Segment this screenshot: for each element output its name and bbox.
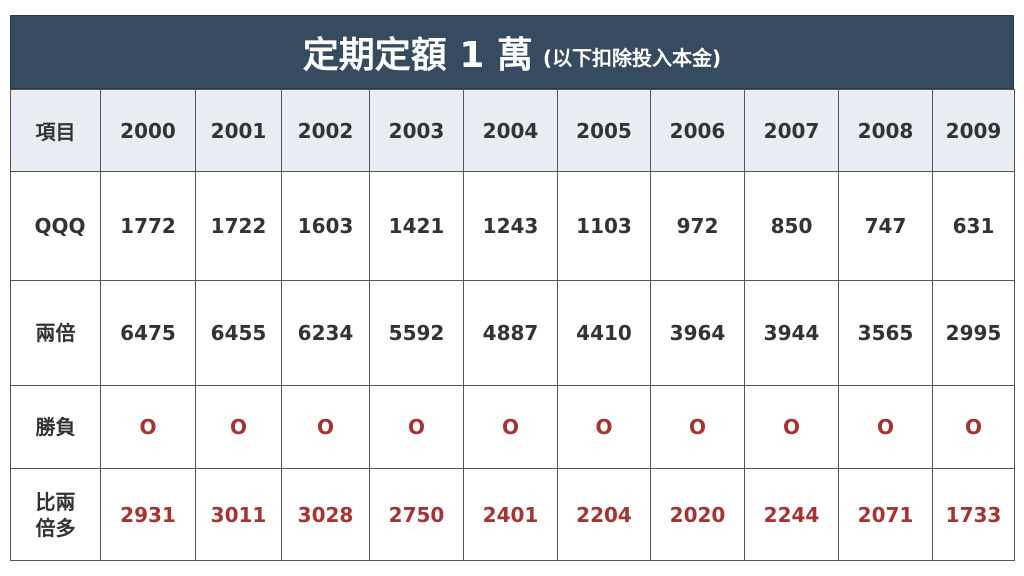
value-cell: 3028: [281, 468, 370, 561]
value-cell: O: [744, 385, 839, 469]
value-cell: 4410: [557, 280, 651, 386]
value-cell: 1243: [463, 171, 558, 281]
value-cell: 5592: [369, 280, 464, 386]
value-cell: 2204: [557, 468, 651, 561]
value-cell: O: [195, 385, 282, 469]
header-cell: 2001: [195, 89, 282, 172]
row-label-cell: 勝負: [10, 385, 101, 469]
value-cell: O: [838, 385, 933, 469]
row-label: 勝負: [35, 415, 76, 439]
value-cell: O: [281, 385, 370, 469]
value-cell: O: [100, 385, 196, 469]
value-cell: 2750: [369, 468, 464, 561]
title: 定期定額 1 萬: [302, 35, 533, 76]
row-label: QQQ: [34, 214, 86, 238]
row-label-cell: 比兩倍多: [10, 468, 101, 561]
table-row: QQQ 1772 1722 1603 1421 1243 1103 972 850 747 631: [10, 171, 1015, 281]
header-cell: 2000: [100, 89, 196, 172]
table-row: 勝負 O O O O O O O O O O: [10, 385, 1015, 469]
table-row: 兩倍 6475 6455 6234 5592 4887 4410 3964 3944 3565 29…: [10, 280, 1015, 386]
title-bar: 定期定額 1 萬 (以下扣除投入本金): [10, 15, 1014, 89]
header-cell: 2008: [838, 89, 933, 172]
header-cell: 2009: [932, 89, 1015, 172]
value-cell: O: [369, 385, 464, 469]
header-cell: 2005: [557, 89, 651, 172]
value-cell: 2401: [463, 468, 558, 561]
value-cell: 1603: [281, 171, 370, 281]
value-cell: 6455: [195, 280, 282, 386]
value-cell: 747: [838, 171, 933, 281]
value-cell: 1103: [557, 171, 651, 281]
value-cell: 3565: [838, 280, 933, 386]
table-row: 比兩倍多 2931 3011 3028 2750 2401 2204 2020 2244 2071…: [10, 468, 1015, 561]
value-cell: 2071: [838, 468, 933, 561]
header-cell: 2002: [281, 89, 370, 172]
value-cell: 2020: [650, 468, 745, 561]
header-cell: 2006: [650, 89, 745, 172]
header-cell: 項目: [10, 89, 101, 172]
header-row: 項目 2000 2001 2002 2003 2004 2005 2006 2007 2008 20…: [10, 89, 1015, 172]
value-cell: 1722: [195, 171, 282, 281]
header-cell: 2007: [744, 89, 839, 172]
header-cell: 2004: [463, 89, 558, 172]
value-cell: 1772: [100, 171, 196, 281]
value-cell: O: [932, 385, 1015, 469]
subtitle: (以下扣除投入本金): [542, 45, 722, 70]
value-cell: 2931: [100, 468, 196, 561]
value-cell: O: [650, 385, 745, 469]
value-cell: 6475: [100, 280, 196, 386]
value-cell: 2244: [744, 468, 839, 561]
row-label: 比兩倍多: [35, 489, 76, 540]
value-cell: 1421: [369, 171, 464, 281]
value-cell: 6234: [281, 280, 370, 386]
row-label-cell: 兩倍: [10, 280, 101, 386]
value-cell: 1733: [932, 468, 1015, 561]
value-cell: 850: [744, 171, 839, 281]
value-cell: 631: [932, 171, 1015, 281]
value-cell: 3944: [744, 280, 839, 386]
value-cell: 3964: [650, 280, 745, 386]
value-cell: 3011: [195, 468, 282, 561]
header-cell: 2003: [369, 89, 464, 172]
value-cell: 4887: [463, 280, 558, 386]
value-cell: 2995: [932, 280, 1015, 386]
row-label: 兩倍: [35, 321, 76, 345]
value-cell: O: [463, 385, 558, 469]
row-label-cell: QQQ: [10, 171, 101, 281]
value-cell: O: [557, 385, 651, 469]
data-table: 項目 2000 2001 2002 2003 2004 2005 2006 2007 2008 20…: [10, 89, 1015, 561]
value-cell: 972: [650, 171, 745, 281]
